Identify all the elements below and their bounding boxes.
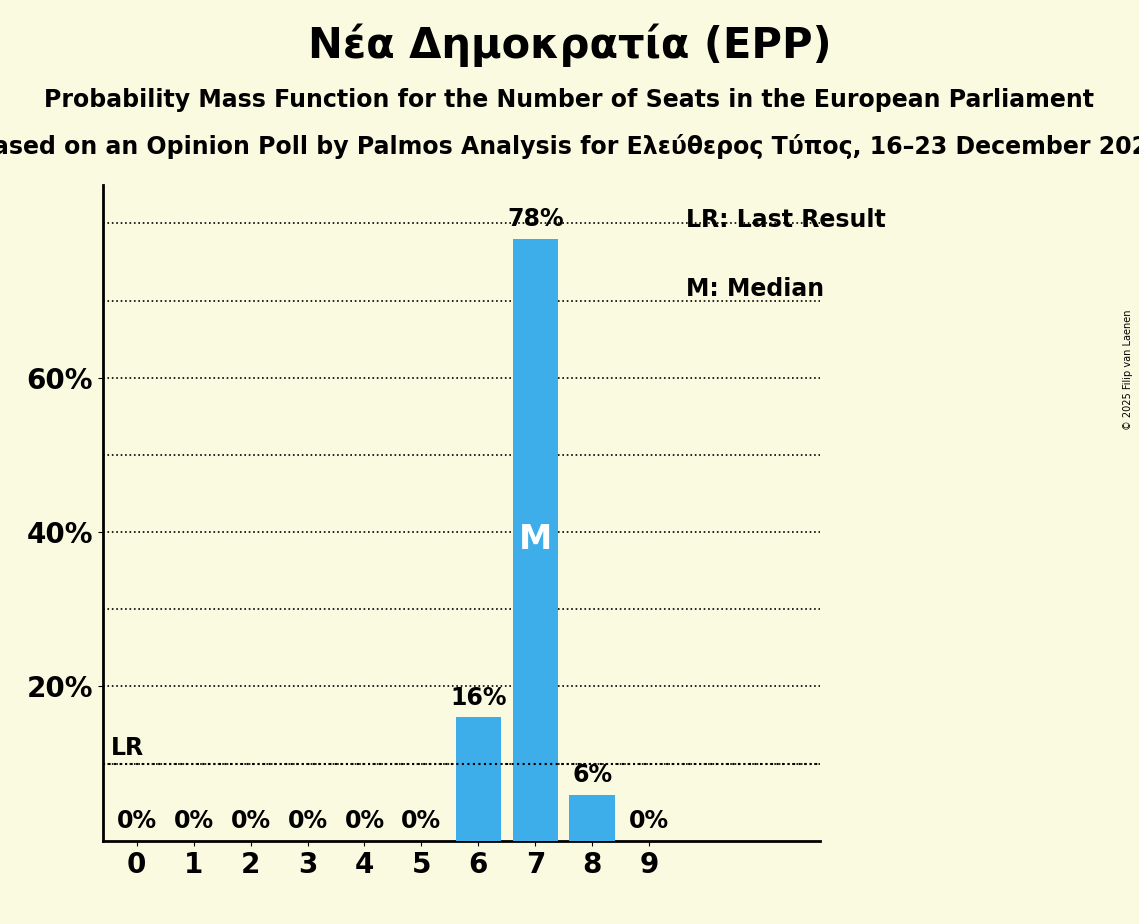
Bar (513, 238, 558, 841)
Text: 78%: 78% (507, 207, 564, 231)
Text: 6%: 6% (572, 763, 613, 787)
Text: LR: Last Result: LR: Last Result (686, 208, 886, 232)
Text: 0%: 0% (344, 809, 385, 833)
Text: 0%: 0% (173, 809, 214, 833)
Text: M: Median: M: Median (686, 277, 825, 301)
Text: 0%: 0% (116, 809, 157, 833)
Text: 0%: 0% (287, 809, 328, 833)
Text: M: M (518, 523, 552, 556)
Text: 16%: 16% (450, 686, 507, 710)
Text: Νέα Δημοκρατία (EPP): Νέα Δημοκρατία (EPP) (308, 23, 831, 67)
Text: Probability Mass Function for the Number of Seats in the European Parliament: Probability Mass Function for the Number… (44, 88, 1095, 112)
Text: Based on an Opinion Poll by Palmos Analysis for Ελεύθερος Τύπος, 16–23 December : Based on an Opinion Poll by Palmos Analy… (0, 134, 1139, 159)
Bar (570, 795, 615, 841)
Bar (456, 717, 501, 841)
Text: 0%: 0% (230, 809, 271, 833)
Text: LR: LR (110, 736, 145, 760)
Text: © 2025 Filip van Laenen: © 2025 Filip van Laenen (1123, 310, 1133, 430)
Text: 0%: 0% (401, 809, 442, 833)
Text: 0%: 0% (629, 809, 670, 833)
